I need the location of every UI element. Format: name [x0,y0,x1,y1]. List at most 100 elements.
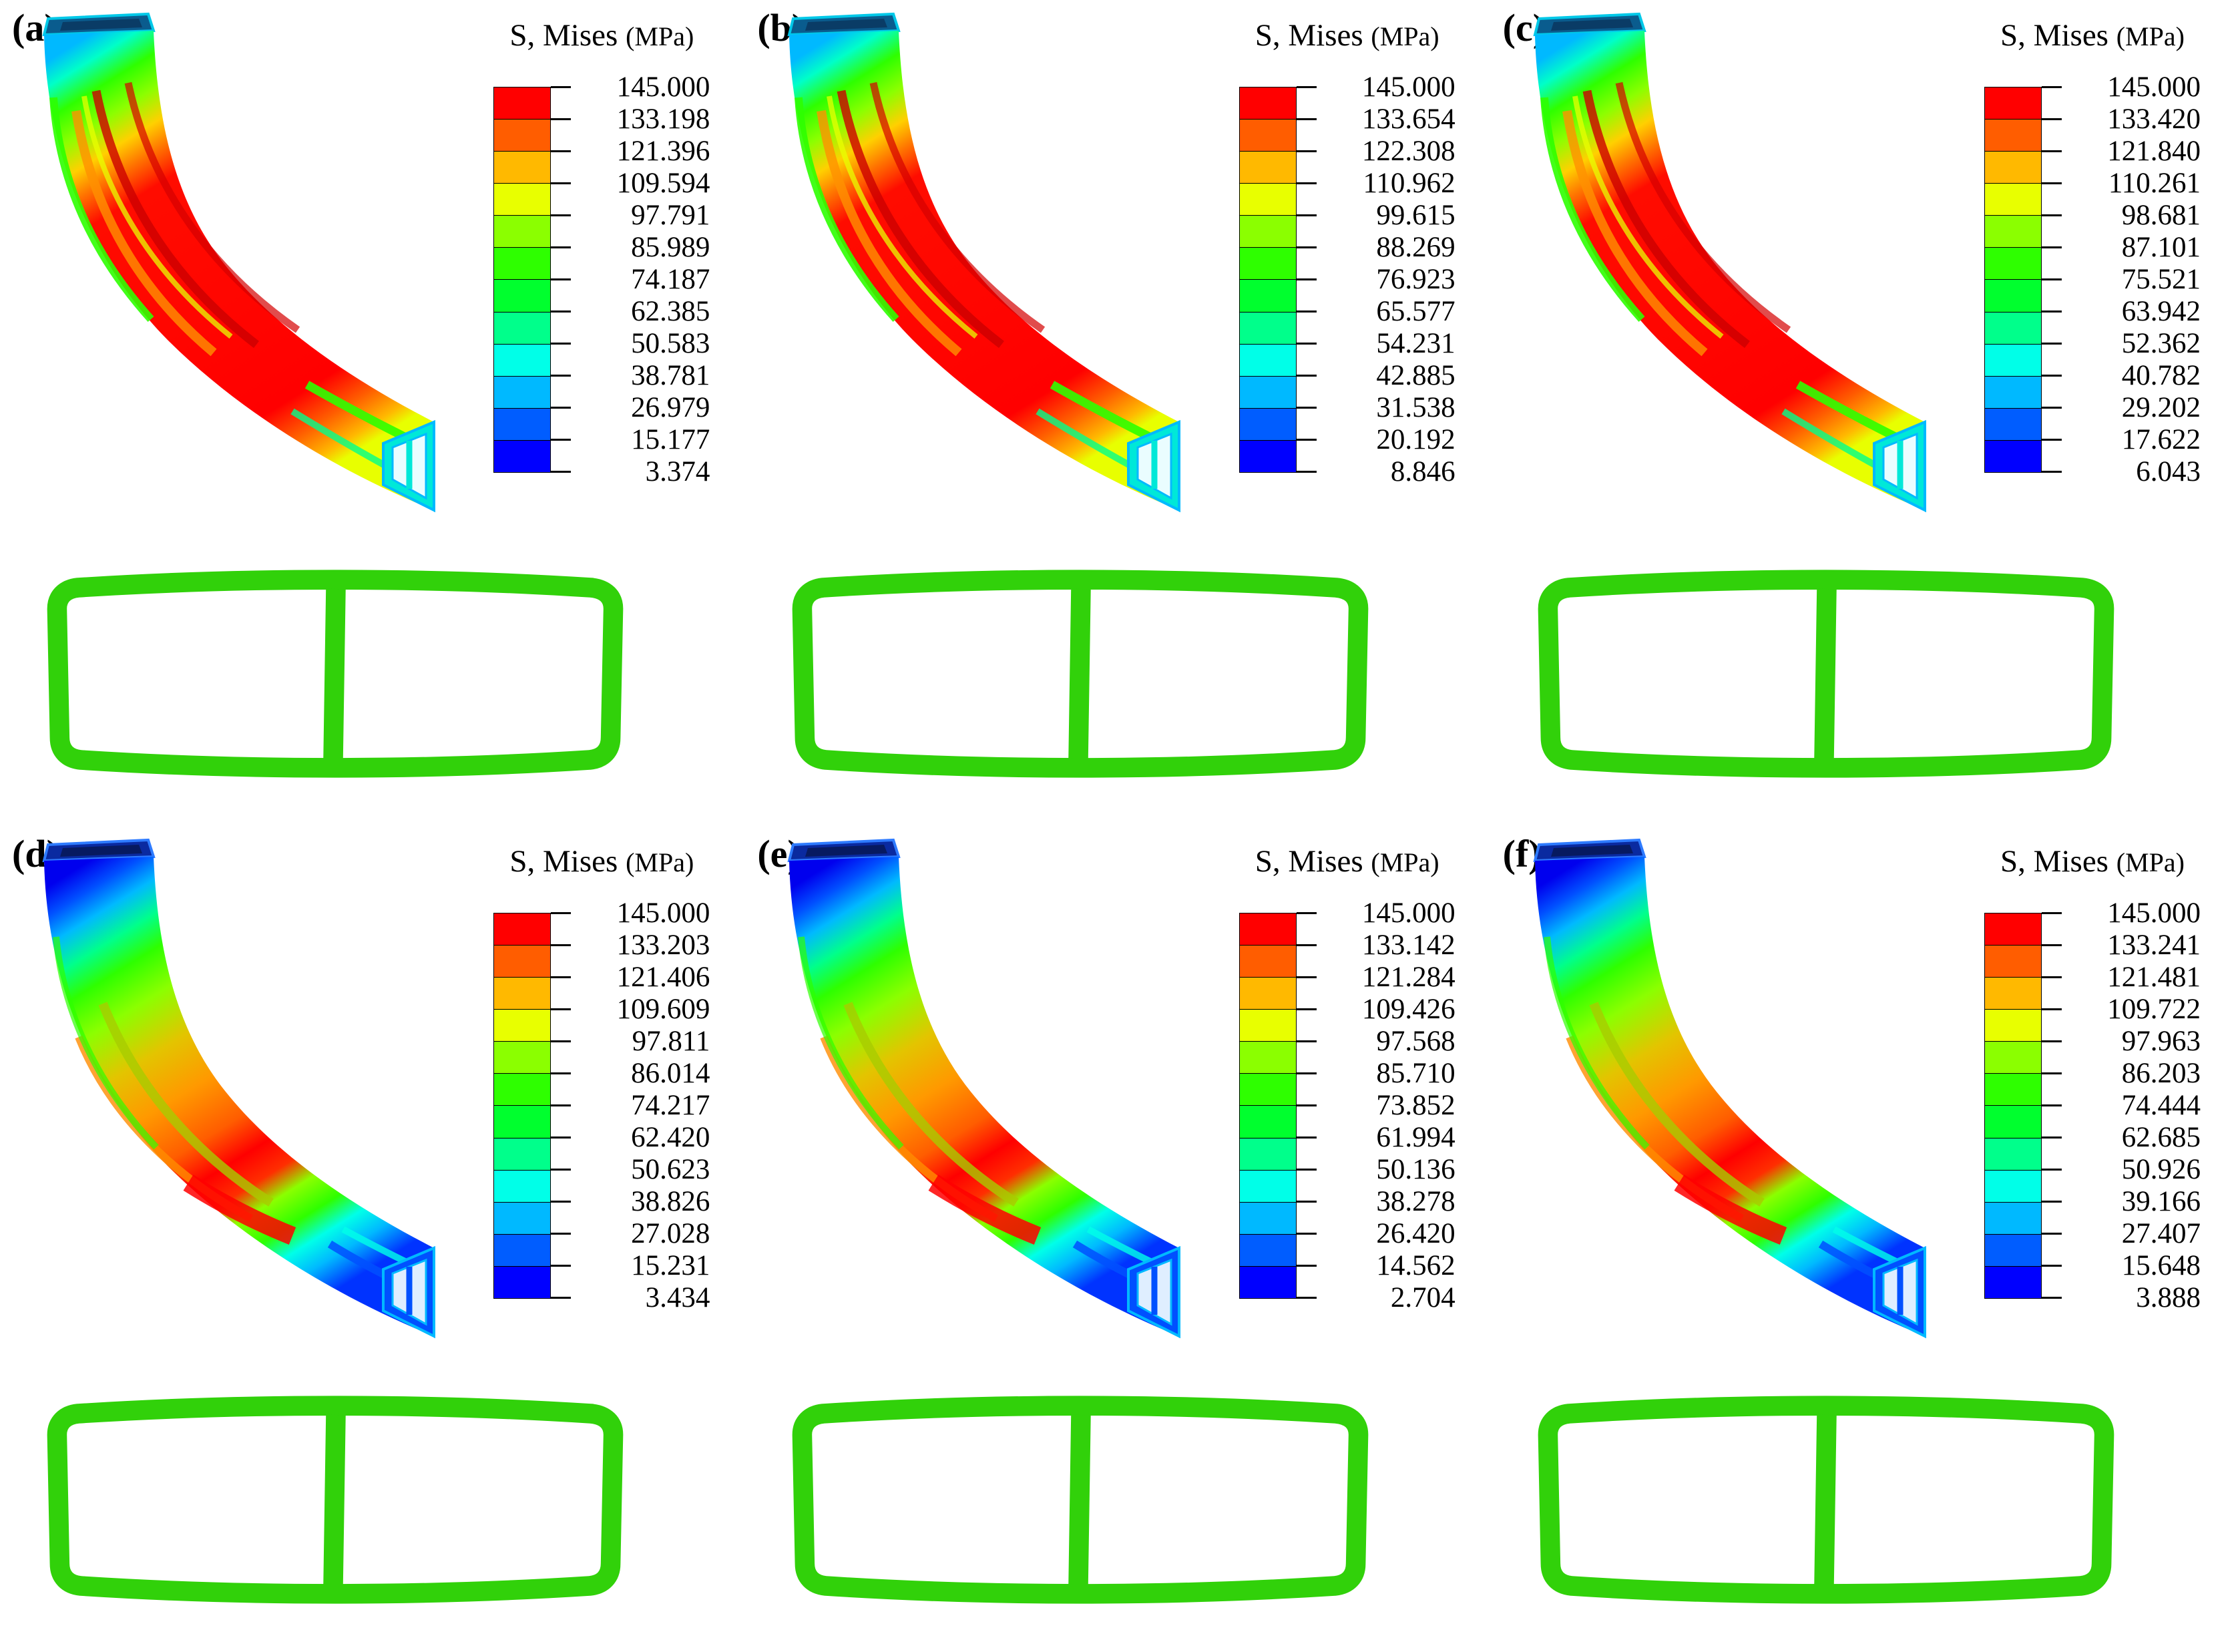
tube-body [44,857,434,1336]
legend-tick-row: 50.623 [551,1153,710,1185]
tick-value: 109.426 [1361,993,1456,1025]
stress-legend: S, Mises (MPa) 145.000 [1224,843,1471,1313]
legend-tick-row: 74.217 [551,1089,710,1121]
legend-tick-row: 121.396 [551,135,710,167]
tick-mark [1296,246,1317,248]
tick-mark [1296,278,1317,280]
tick-mark [551,911,572,914]
tick-mark [1296,1136,1317,1139]
legend-tick-row: 8.846 [1296,455,1456,487]
legend-tick-values: 145.000 133.198 121.396 [551,71,710,487]
legend-tick-row: 133.420 [2042,103,2201,135]
colorbar-band [1239,1073,1296,1106]
colorbar-band [1239,151,1296,184]
legend-tick-row: 145.000 [2042,71,2201,103]
tick-mark [1296,470,1317,473]
colorbar-band [1239,119,1296,152]
cross-section [47,1396,624,1604]
tick-value: 27.028 [631,1217,710,1249]
colorbar-band [1239,1041,1296,1074]
tick-value: 97.791 [631,199,710,231]
legend-tick-row: 110.261 [2042,167,2201,199]
tick-mark [1296,1296,1317,1299]
colorbar-band [494,87,551,120]
legend-tick-row: 86.203 [2042,1057,2201,1089]
tube-body [789,31,1180,510]
tick-value: 145.000 [1361,71,1456,103]
legend-tick-row: 121.284 [1296,961,1456,993]
colorbar-band [1239,1137,1296,1170]
tick-value: 26.979 [631,391,710,423]
tick-mark [1296,406,1317,409]
cross-section-outline [47,1396,624,1604]
tick-value: 62.420 [631,1121,710,1153]
colorbar-band [1239,183,1296,216]
colorbar-band [1239,375,1296,408]
cross-section-web [1068,1414,1092,1585]
tick-mark [2042,1136,2062,1139]
tick-mark [2042,182,2062,184]
tick-value: 85.710 [1376,1057,1456,1089]
legend-tick-row: 133.198 [551,103,710,135]
colorbar-band [1985,407,2041,440]
colorbar-band [1985,945,2041,978]
tick-mark [2042,1040,2062,1042]
colorbar-band [1239,1009,1296,1042]
tick-value: 62.685 [2121,1121,2201,1153]
colorbar-band [1985,913,2041,946]
tick-mark [2042,976,2062,978]
tick-value: 52.362 [2121,327,2201,359]
tick-value: 122.308 [1361,135,1456,167]
legend-tick-row: 50.136 [1296,1153,1456,1185]
legend-tick-row: 87.101 [2042,231,2201,263]
cross-section-web [323,1414,346,1585]
legend-tick-row: 145.000 [551,71,710,103]
tick-value: 75.521 [2121,263,2201,295]
tick-value: 88.269 [1376,231,1456,263]
tick-value: 54.231 [1376,327,1456,359]
tick-mark [551,214,572,216]
tick-value: 109.609 [616,993,710,1025]
stress-colorbar [1984,87,2042,473]
colorbar-band [1985,1041,2041,1074]
legend-tick-row: 14.562 [1296,1249,1456,1281]
legend-tick-row: 133.654 [1296,103,1456,135]
tick-mark [551,1072,572,1074]
tick-value: 50.926 [2121,1153,2201,1185]
tick-mark [2042,911,2062,914]
tick-mark [2042,1072,2062,1074]
tick-mark [1296,1104,1317,1106]
stress-legend: S, Mises (MPa) 145.000 [1969,843,2216,1313]
colorbar-band [494,439,551,472]
legend-tick-row: 109.594 [551,167,710,199]
colorbar-band [1239,407,1296,440]
legend-tick-row: 50.583 [551,327,710,359]
panel-e: (e) S, Mises (MPa) [745,826,1490,1652]
legend-tick-row: 75.521 [2042,263,2201,295]
colorbar-band [1985,87,2041,120]
legend-tick-row: 73.852 [1296,1089,1456,1121]
tick-mark [1296,310,1317,313]
colorbar-band [494,1265,551,1298]
cross-section-outline [1538,570,2114,778]
tick-value: 62.385 [631,295,710,327]
tick-mark [551,150,572,152]
legend-tick-row: 122.308 [1296,135,1456,167]
tick-mark [2042,470,2062,473]
cross-section-outline [1538,1396,2114,1604]
legend-tick-row: 27.028 [551,1217,710,1249]
tick-value: 3.888 [2136,1281,2201,1313]
colorbar-band [494,311,551,344]
legend-tick-row: 62.385 [551,295,710,327]
legend-title-main: S, Mises [2000,844,2108,879]
tick-value: 133.198 [616,103,710,135]
colorbar-band [494,1169,551,1202]
tick-mark [1296,1008,1317,1010]
tick-value: 3.434 [645,1281,710,1313]
stress-colorbar [1984,913,2042,1299]
legend-tick-row: 133.241 [2042,929,2201,961]
stress-legend: S, Mises (MPa) 145.000 [1224,17,1471,487]
legend-tick-row: 97.791 [551,199,710,231]
legend-tick-row: 133.142 [1296,929,1456,961]
